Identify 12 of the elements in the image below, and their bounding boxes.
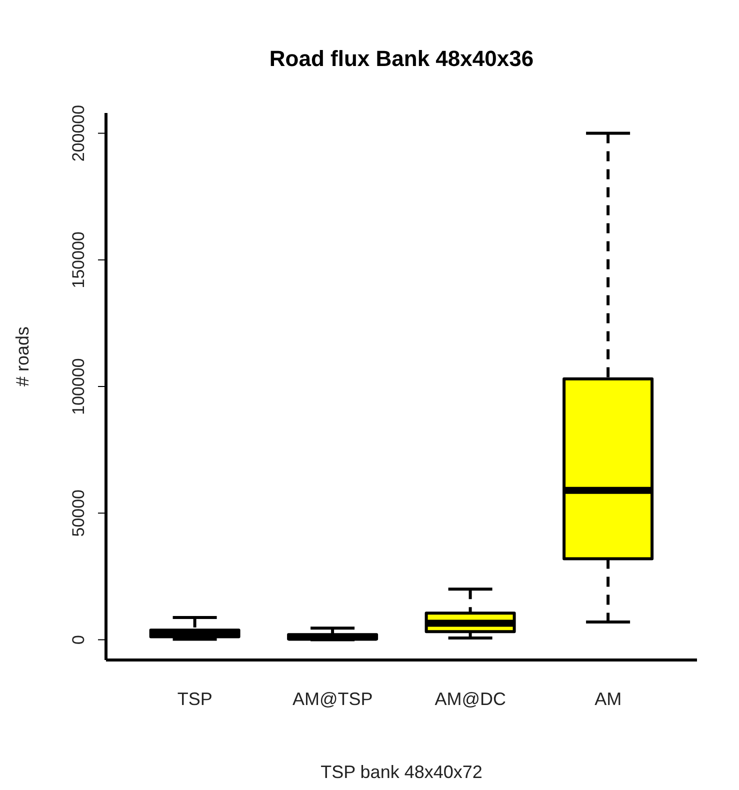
chart-title: Road flux Bank 48x40x36: [268, 46, 535, 72]
y-axis-title: # roads: [12, 326, 32, 386]
x-axis-title: TSP bank 48x40x72: [320, 762, 482, 782]
x-tick-label: AM@TSP: [292, 688, 373, 709]
y-tick-label: 150000: [69, 232, 88, 288]
y-tick-label: 50000: [69, 489, 88, 537]
x-tick-label: AM@DC: [434, 688, 506, 709]
y-tick-label: 0: [69, 635, 88, 644]
x-tick-label: AM: [594, 688, 622, 709]
y-tick-label: 100000: [69, 358, 88, 415]
x-tick-label: TSP: [177, 688, 212, 709]
y-tick-label: 200000: [69, 104, 88, 162]
